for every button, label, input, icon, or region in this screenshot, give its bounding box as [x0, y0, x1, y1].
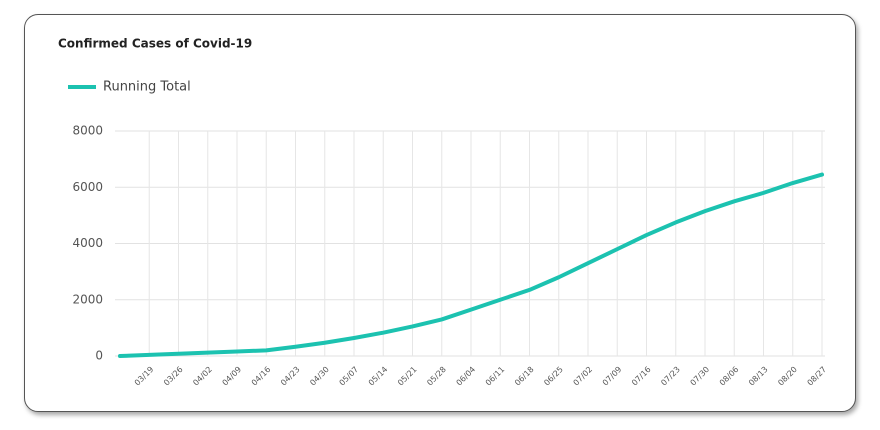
x-tick-label: 08/06 — [718, 365, 741, 388]
y-tick-label: 6000 — [72, 180, 103, 194]
x-tick-label: 07/30 — [689, 365, 712, 388]
y-tick-label: 4000 — [72, 236, 103, 250]
x-tick-label: 04/23 — [279, 365, 302, 388]
x-tick-label: 08/20 — [776, 365, 799, 388]
x-tick-label: 08/13 — [747, 365, 770, 388]
x-tick-label: 06/04 — [455, 365, 478, 388]
x-tick-label: 08/27 — [806, 365, 829, 388]
x-tick-label: 03/26 — [162, 365, 185, 388]
y-tick-label: 8000 — [72, 124, 103, 138]
y-tick-label: 0 — [95, 349, 103, 363]
chart-title: Confirmed Cases of Covid-19 — [58, 37, 252, 51]
data-line — [118, 172, 824, 358]
x-tick-label: 04/16 — [250, 365, 273, 388]
x-tick-label: 05/21 — [396, 365, 419, 388]
chart-card — [24, 14, 856, 412]
x-tick-label: 06/18 — [513, 365, 536, 388]
x-tick-label: 04/30 — [308, 365, 331, 388]
x-tick-label: 04/02 — [191, 365, 214, 388]
x-tick-label: 06/11 — [484, 365, 507, 388]
legend-label: Running Total — [103, 80, 191, 95]
x-tick-label: 07/23 — [659, 365, 682, 388]
x-tick-label: 07/16 — [630, 365, 653, 388]
x-tick-label: 03/19 — [133, 365, 156, 388]
x-tick-label: 05/14 — [367, 365, 390, 388]
x-tick-label: 04/09 — [221, 365, 244, 388]
x-tick-label: 05/28 — [425, 365, 448, 388]
y-tick-label: 2000 — [72, 292, 103, 306]
x-tick-label: 05/07 — [338, 365, 361, 388]
x-tick-label: 07/02 — [572, 365, 595, 388]
x-tick-label: 07/09 — [601, 365, 624, 388]
x-tick-label: 06/25 — [542, 365, 565, 388]
